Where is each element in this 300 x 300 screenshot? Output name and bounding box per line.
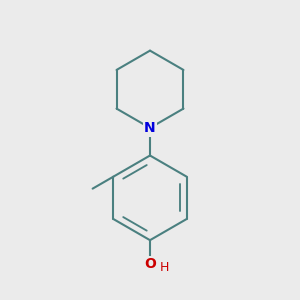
Text: N: N xyxy=(144,121,156,135)
Text: O: O xyxy=(144,257,156,271)
Text: H: H xyxy=(159,261,169,274)
